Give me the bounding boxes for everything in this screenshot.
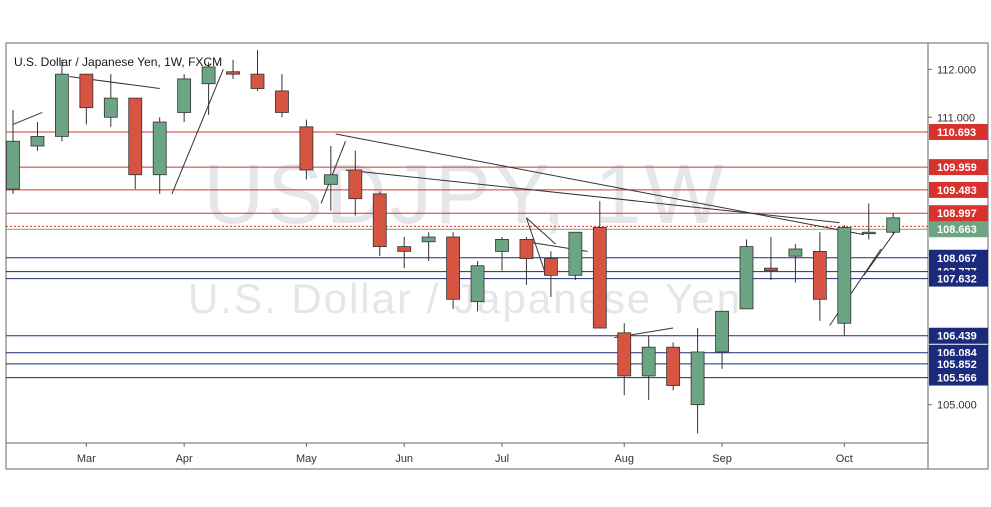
x-tick-label: Mar: [77, 453, 96, 465]
bear-candle-body: [592, 227, 607, 329]
bear-candle-body: [226, 71, 240, 75]
support-level-label-bg: [929, 355, 988, 372]
support-level-label: 107.632: [937, 274, 977, 286]
x-tick-label: Sep: [712, 453, 732, 465]
bull-candle-body: [788, 248, 803, 257]
bear-candle-body: [666, 346, 681, 386]
trendline: [171, 69, 224, 195]
trendline: [335, 133, 864, 236]
x-tick-label: Aug: [614, 453, 634, 465]
resistance-level-label-bg: [929, 159, 988, 176]
bull-candle-body: [103, 97, 118, 118]
bull-candle-body: [568, 231, 583, 276]
bear-candle-body: [812, 250, 827, 300]
support-level-label: 105.852: [937, 359, 977, 371]
support-level-label-bg: [929, 270, 988, 287]
trendline: [345, 169, 840, 224]
watermark-name: U.S. Dollar / Japanese Yen: [188, 275, 742, 322]
resistance-level-label-bg: [929, 181, 988, 198]
trendline: [829, 248, 882, 326]
bull-candle-body: [177, 78, 192, 113]
x-tick-label: May: [296, 453, 317, 465]
watermark-symbol: USDJPY, 1W: [203, 147, 726, 241]
trendline: [526, 217, 557, 245]
trendline: [12, 111, 43, 125]
current-price-label-bg: [929, 221, 988, 238]
bull-candle-body: [55, 73, 69, 137]
bull-candle-body: [861, 231, 876, 235]
bear-candle-body: [250, 73, 265, 89]
bull-candle-body: [495, 239, 509, 252]
support-level-label: 105.566: [937, 373, 977, 385]
bull-candle-body: [30, 136, 45, 147]
bull-candle-body: [470, 265, 485, 303]
resistance-level-label: 110.693: [937, 127, 976, 139]
axis-layer: 110.693109.959109.483108.997108.722108.0…: [77, 64, 988, 465]
y-tick-label: 112.000: [937, 64, 976, 76]
bull-candle-body: [152, 121, 167, 176]
levels-layer: [6, 131, 928, 379]
x-tick-label: Apr: [176, 453, 193, 465]
bull-candle-body: [715, 310, 729, 353]
current-price-label: 108.663: [937, 224, 977, 236]
trendline: [320, 141, 346, 204]
bear-candle-body: [544, 258, 558, 276]
bear-candle-body: [128, 97, 143, 176]
resistance-level-label-bg: [929, 123, 988, 140]
support-level-label-bg: [929, 327, 988, 344]
trendlines-layer: [12, 69, 899, 339]
bear-candle-body: [299, 126, 314, 171]
bear-candle-body: [397, 246, 412, 252]
y-tick-label: 105.000: [937, 400, 977, 412]
x-tick-label: Oct: [836, 453, 853, 465]
bear-candle-body: [348, 169, 363, 200]
y-tick-label: 111.000: [937, 112, 975, 124]
support-level-label: 106.439: [937, 331, 977, 343]
bear-candle-body: [446, 236, 461, 300]
resistance-level-label-bg: [929, 205, 988, 222]
support-level-label-bg: [929, 369, 988, 386]
bull-candle-body: [886, 217, 901, 233]
resistance-level-label: 109.483: [937, 185, 977, 197]
bull-candle-body: [641, 346, 656, 377]
support-level-label: 108.067: [937, 253, 977, 265]
x-tick-label: Jun: [395, 453, 413, 465]
bear-candle-body: [79, 73, 94, 109]
chart-title: U.S. Dollar / Japanese Yen, 1W, FXCM: [14, 55, 222, 69]
bear-candle-body: [617, 332, 632, 377]
candles-layer: [6, 50, 901, 434]
bear-candle-body: [764, 267, 778, 271]
bear-candle-body: [372, 193, 387, 247]
bull-candle-body: [690, 351, 705, 406]
bear-candle-body: [275, 90, 289, 113]
bull-candle-body: [323, 174, 338, 185]
support-level-label-bg: [929, 249, 988, 266]
resistance-level-label: 108.997: [937, 208, 977, 220]
bull-candle-body: [201, 66, 216, 85]
bear-candle-body: [519, 239, 534, 259]
bull-candle-body: [739, 246, 754, 310]
trendline: [863, 227, 899, 276]
bull-candle-body: [421, 236, 436, 243]
bull-candle-body: [837, 227, 852, 324]
bull-candle-body: [6, 140, 20, 190]
x-tick-label: Jul: [495, 453, 509, 465]
resistance-level-label: 109.959: [937, 162, 977, 174]
trendline: [525, 217, 547, 276]
